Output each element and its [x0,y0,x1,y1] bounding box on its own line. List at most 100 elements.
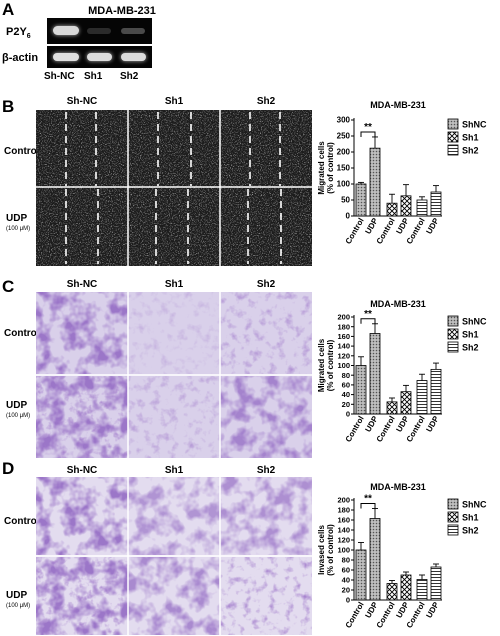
y-tick-label: 200 [337,313,350,322]
bar [355,365,367,415]
y-axis-label-line1: Invased cells [317,525,326,575]
y-tick-label: 20 [342,400,350,409]
significance-bracket [360,318,376,324]
y-tick-label: 200 [337,148,351,157]
significance-marker: ** [364,122,372,133]
bar [386,401,398,415]
bar [430,191,442,217]
bar [386,583,398,601]
y-tick-label: 160 [337,332,350,341]
bar [400,195,412,217]
stain-c-udp-sh2 [220,376,312,458]
band-p2y6-sh1 [87,28,111,34]
panel-b-row-udp-sub: (100 μM) [6,226,31,232]
legend-swatch [447,524,459,536]
legend-swatch [447,118,459,130]
y-tick-label: 250 [337,132,351,141]
y-tick-label: 120 [337,351,350,360]
legend-label: Sh2 [462,526,479,536]
panel-d-row-udp-sub: (100 μM) [6,603,31,609]
gene-label-actin: β-actin [2,52,39,64]
bar [369,333,381,415]
x-tick-label: UDP [424,414,441,434]
chart-wound-migration: MDA-MB-231 Migrated cells (% of control) 0 5… [317,100,487,246]
panel-b-col-sh2: Sh2 [256,96,276,107]
band-actin-sh2 [121,53,146,61]
lane-label-sh2: Sh2 [120,71,139,82]
significance-marker: ** [364,309,372,320]
legend-label: ShNC [462,120,487,130]
stain-d-udp-sh2 [220,557,312,635]
wound-texture [36,110,312,266]
chart-title: MDA-MB-231 [370,299,426,309]
significance-bracket [360,503,376,509]
bar [400,574,412,601]
bar [386,202,398,217]
y-tick-label: 40 [342,390,350,399]
x-tick-label: UDP [363,216,380,236]
bar [416,199,428,217]
panel-d-col-sh2: Sh2 [256,465,276,476]
x-tick-label: UDP [424,600,441,620]
y-tick-label: 150 [337,164,351,173]
y-axis-label-line2: (% of control) [326,142,335,194]
panel-c-col-sh1: Sh1 [164,279,184,290]
significance-bracket [360,131,376,137]
bar [430,368,442,415]
stain-d-udp-shnc-2 [36,557,128,635]
legend-swatch [447,328,459,340]
stain-d-udp-sh1 [128,557,220,635]
legend-label: Sh1 [462,330,479,340]
legend-label: Sh2 [462,146,479,156]
gel-p2y6 [47,18,152,44]
bar [369,147,381,217]
legend-swatch [447,511,459,523]
bar [430,566,442,601]
bar [355,183,367,217]
bar [355,549,367,601]
stain-d-control-sh1 [128,477,220,555]
bar [416,579,428,601]
band-actin-sh1 [87,53,112,61]
wound-edge-lines [65,112,282,264]
stain-c-control-sh2 [220,292,312,374]
y-tick-label: 140 [337,526,350,535]
legend-swatch [447,498,459,510]
bar [369,518,381,601]
stain-c-control-sh1 [128,292,220,374]
panel-c-row-udp: UDP [6,400,28,411]
wound-healing-micrographs [36,110,312,266]
panel-d-row-control: Control [4,516,40,527]
panel-d-row-udp: UDP [6,590,28,601]
legend-swatch [447,131,459,143]
x-tick-label: UDP [363,600,380,620]
y-axis-label-line2: (% of control) [326,339,335,391]
y-tick-label: 140 [337,342,350,351]
band-actin-shnc [53,53,79,61]
significance-marker: ** [364,494,372,505]
panel-d-col-shnc: Sh-NC [66,465,98,476]
y-tick-label: 60 [342,381,350,390]
panel-b-col-shnc: Sh-NC [66,96,98,107]
bar [416,380,428,415]
y-tick-label: 60 [342,566,350,575]
y-tick-label: 0 [346,596,350,605]
stain-c-control-shnc [36,292,128,374]
y-axis-label-line1: Migrated cells [317,141,326,195]
y-axis-label-line1: Migrated cells [317,338,326,392]
legend-swatch [447,315,459,327]
y-tick-label: 180 [337,322,350,331]
y-tick-label: 180 [337,506,350,515]
y-tick-label: 200 [337,496,350,505]
band-p2y6-shnc [53,26,79,35]
y-axis-label-line2: (% of control) [326,524,335,576]
gel-actin [47,46,152,68]
y-tick-label: 300 [337,116,351,125]
stain-c-udp-shnc-2 [36,376,128,458]
panel-c-col-shnc: Sh-NC [66,279,98,290]
panel-b-row-control: Control [4,146,40,157]
panel-a-cell-line: MDA-MB-231 [88,5,156,17]
y-tick-label: 120 [337,536,350,545]
legend-label: ShNC [462,500,487,510]
y-tick-label: 20 [342,586,350,595]
